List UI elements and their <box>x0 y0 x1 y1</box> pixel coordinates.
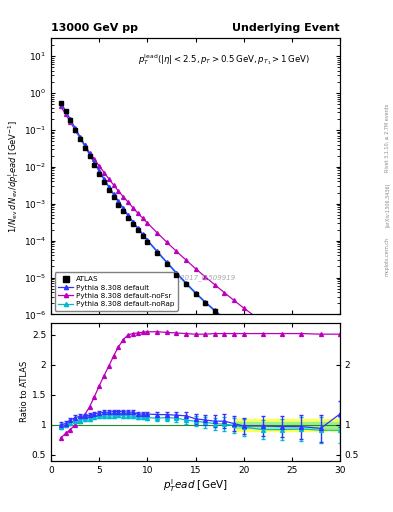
Text: Rivet 3.1.10, ≥ 2.7M events: Rivet 3.1.10, ≥ 2.7M events <box>385 104 390 173</box>
Text: 13000 GeV pp: 13000 GeV pp <box>51 23 138 33</box>
Text: $p_T^{\rm lead}(|\eta| < 2.5, p_T > 0.5\,{\rm GeV}, p_{T_1} > 1\,{\rm GeV})$: $p_T^{\rm lead}(|\eta| < 2.5, p_T > 0.5\… <box>138 52 310 67</box>
Text: [arXiv:1306.3436]: [arXiv:1306.3436] <box>385 183 390 227</box>
X-axis label: $p_T^{\rm l}ead$ [GeV]: $p_T^{\rm l}ead$ [GeV] <box>163 477 228 494</box>
Text: ATLAS_2017_I1509919: ATLAS_2017_I1509919 <box>155 274 236 282</box>
Y-axis label: Ratio to ATLAS: Ratio to ATLAS <box>20 361 29 422</box>
Y-axis label: $1/N_{\rm ev}\, d\,N_{\rm ev}/dp_T^{\rm l}ead$ [GeV$^{-1}$]: $1/N_{\rm ev}\, d\,N_{\rm ev}/dp_T^{\rm … <box>6 120 21 233</box>
Text: Underlying Event: Underlying Event <box>232 23 340 33</box>
Legend: ATLAS, Pythia 8.308 default, Pythia 8.308 default-noFsr, Pythia 8.308 default-no: ATLAS, Pythia 8.308 default, Pythia 8.30… <box>55 272 178 311</box>
Text: mcplots.cern.ch: mcplots.cern.ch <box>385 237 390 275</box>
